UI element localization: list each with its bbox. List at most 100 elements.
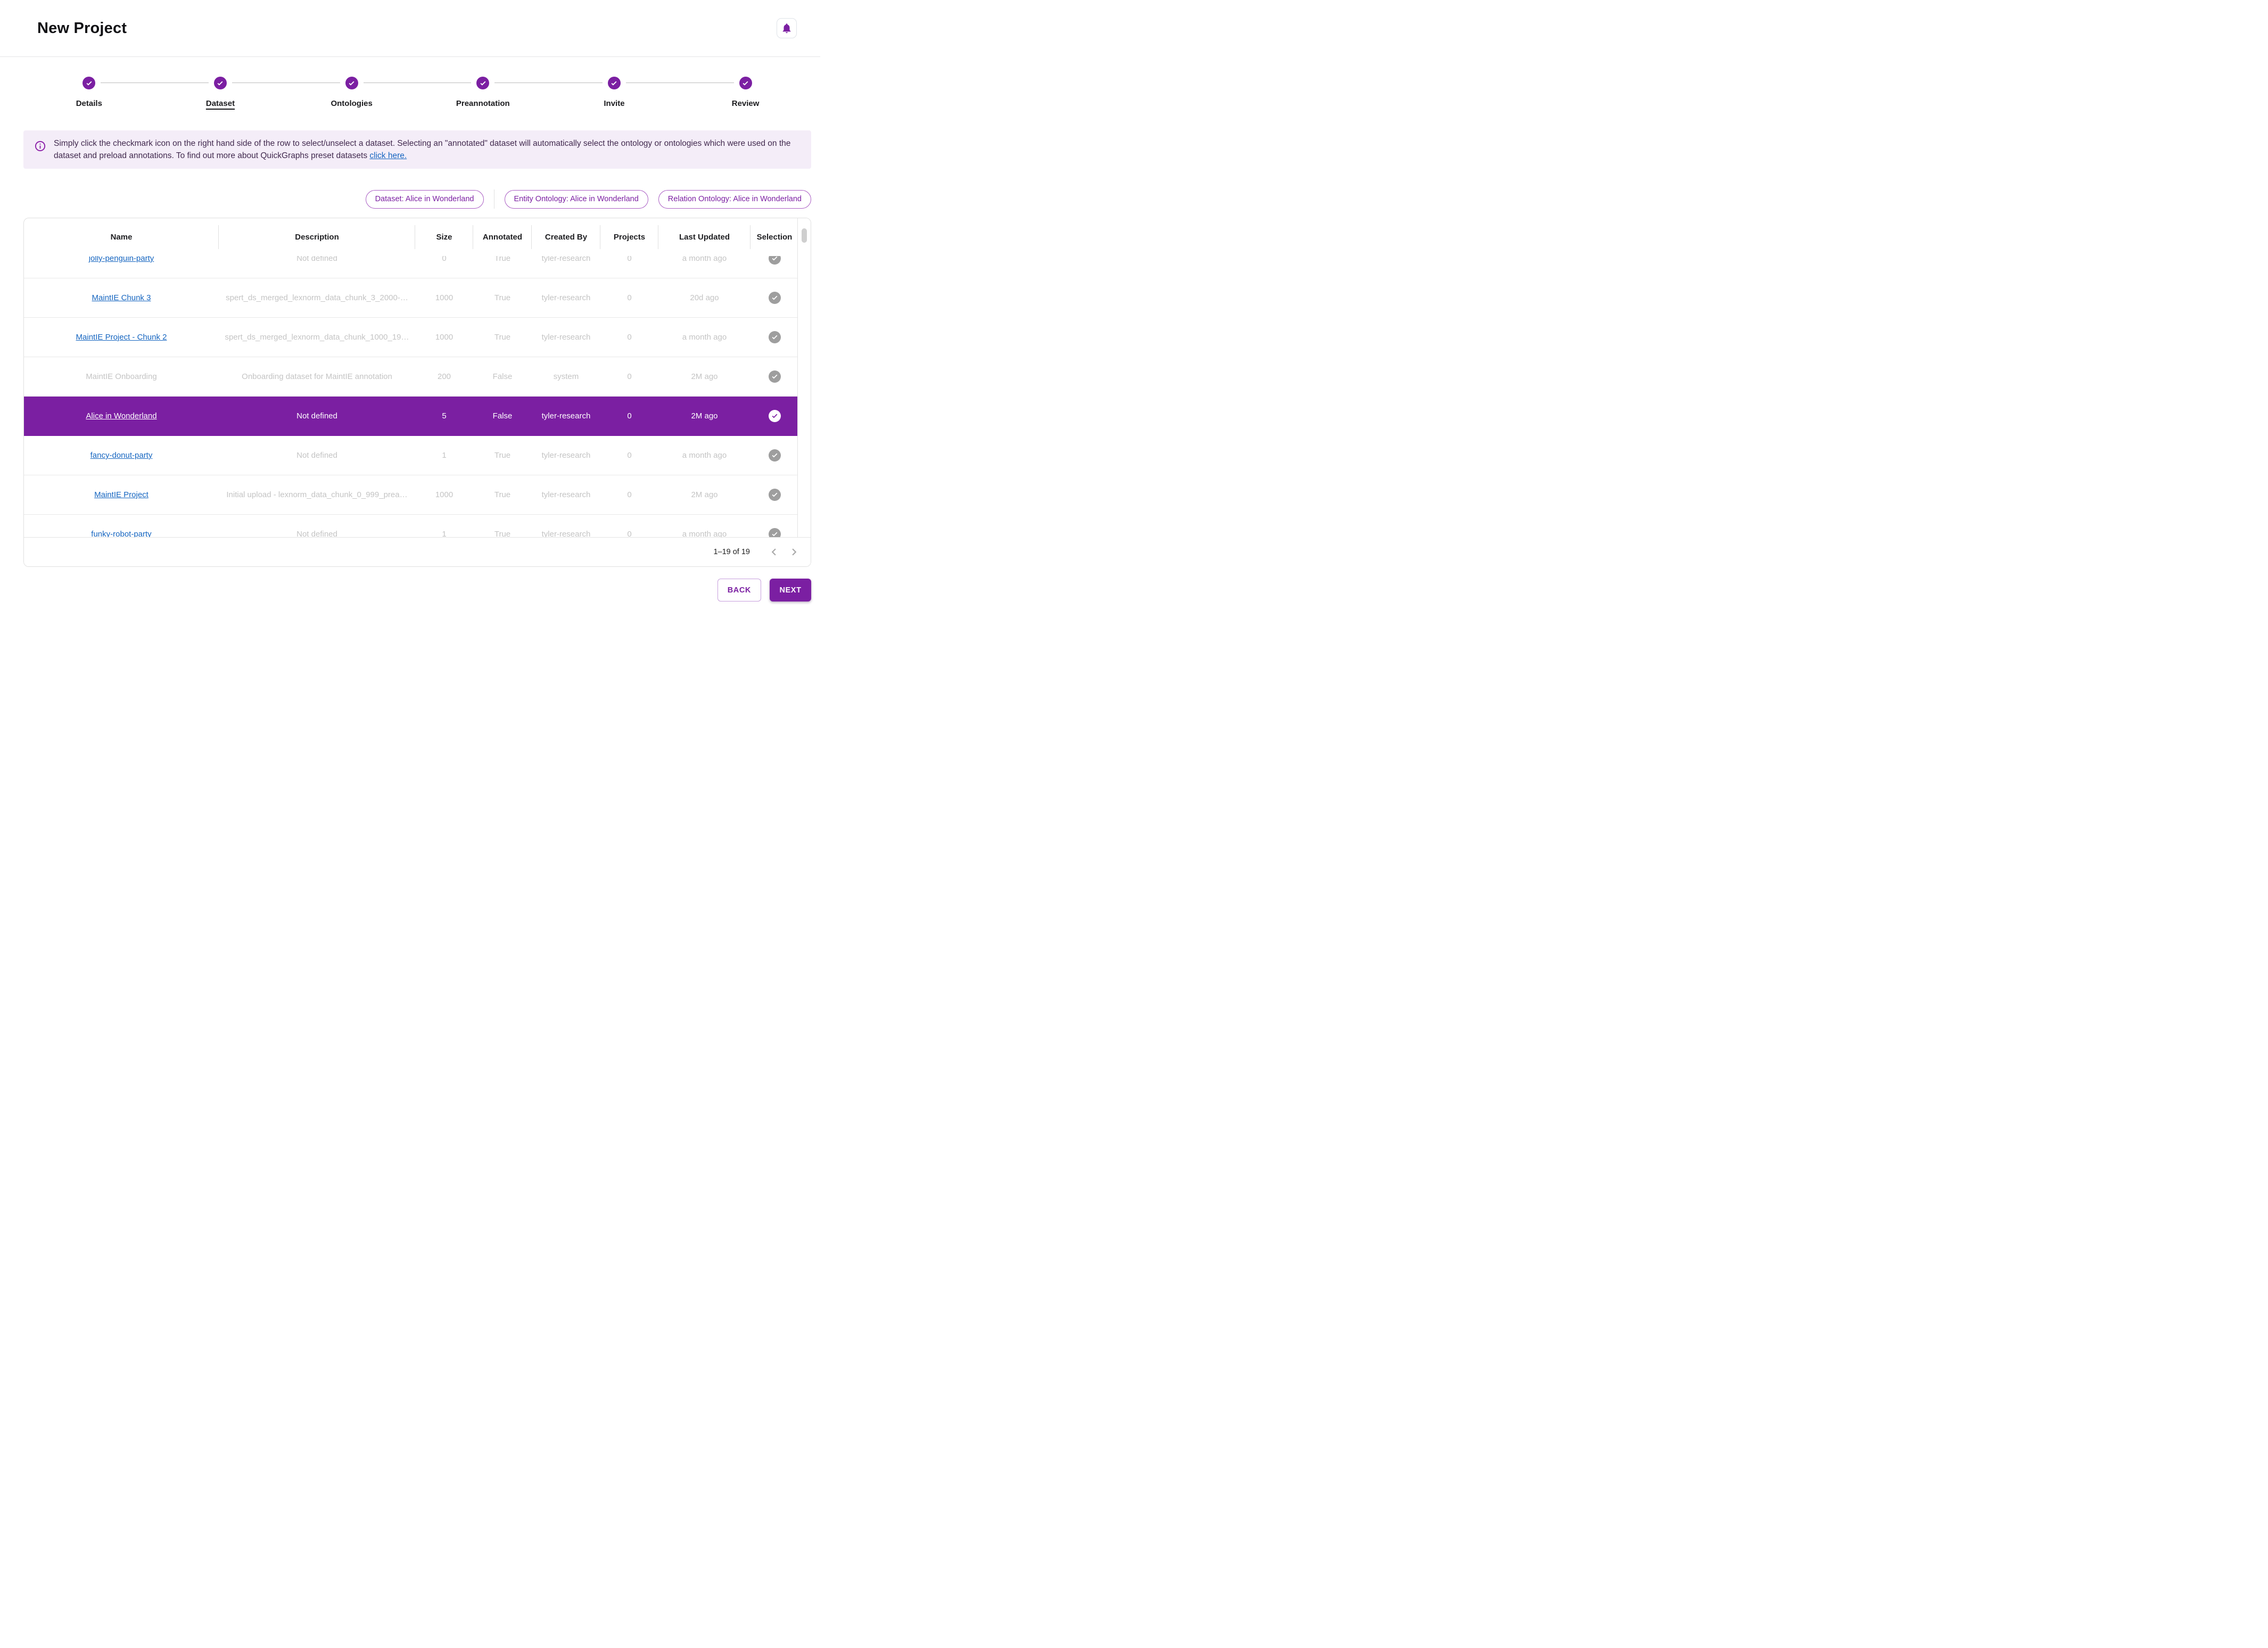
step-label-review[interactable]: Review [731,99,760,108]
cell-selection [750,256,798,265]
info-banner-text: Simply click the checkmark icon on the r… [54,139,791,160]
dataset-link[interactable]: jolly-penguin-party [88,256,154,263]
created-by-text: tyler-research [541,490,591,499]
filter-chip-entity-ontology[interactable]: Entity Ontology: Alice in Wonderland [504,189,648,209]
step-label-ontologies[interactable]: Ontologies [331,99,373,108]
cell-name: fancy-donut-party [24,451,219,460]
annotated-text: True [494,293,511,302]
cell-projects: 0 [600,530,658,537]
dataset-link[interactable]: fancy-donut-party [90,451,153,460]
cell-name: jolly-penguin-party [24,256,219,263]
back-button[interactable]: BACK [717,579,761,601]
description-text: Not defined [296,411,337,421]
step-check-icon [476,77,490,89]
step-check-icon [213,77,227,89]
cell-name: funky-robot-party [24,530,219,537]
selection-checkmark-icon[interactable] [768,410,781,422]
annotated-text: True [494,451,511,460]
filter-chip-relation-ontology[interactable]: Relation Ontology: Alice in Wonderland [658,189,811,209]
step-review: Review [680,77,811,109]
size-text: 200 [437,372,451,381]
cell-annotated: True [473,490,532,499]
step-label-invite[interactable]: Invite [604,99,625,108]
cell-projects: 0 [600,411,658,421]
cell-selection [750,331,798,343]
size-text: 1 [442,451,447,460]
selection-checkmark-icon[interactable] [768,489,781,501]
description-text: Not defined [296,256,337,263]
chevron-right-icon [787,545,801,559]
cell-last-updated: 2M ago [658,490,750,499]
cell-annotated: False [473,372,532,381]
scrollbar-thumb[interactable] [802,228,807,243]
cell-projects: 0 [600,490,658,499]
cell-created-by: tyler-research [532,256,600,263]
projects-text: 0 [627,451,632,460]
table-header-row: Name Description Size Annotated Created By Pr… [24,218,811,256]
created-by-text: tyler-research [541,411,591,421]
table-pagination: 1–19 of 19 [24,537,811,566]
step-label-preannotation[interactable]: Preannotation [456,99,510,108]
cell-name: MaintIE Project [24,490,219,499]
cell-size: 5 [415,411,473,421]
last-updated-text: a month ago [682,333,727,342]
cell-description: spert_ds_merged_lexnorm_data_chunk_3_200… [219,293,415,302]
dataset-link[interactable]: Alice in Wonderland [86,411,157,421]
table-body: jolly-penguin-party Not defined 0 True tyler… [24,256,811,537]
filter-chip-dataset[interactable]: Dataset: Alice in Wonderland [365,189,484,209]
click-here-link[interactable]: click here. [369,151,407,160]
pagination-prev-button[interactable] [764,542,784,562]
page-title: New Project [37,19,127,37]
dataset-link[interactable]: funky-robot-party [91,530,152,537]
dataset-link[interactable]: MaintIE Chunk 3 [92,293,151,302]
created-by-text: tyler-research [541,293,591,302]
annotated-text: True [494,256,511,263]
cell-description: Initial upload - lexnorm_data_chunk_0_99… [219,490,415,499]
table-scrollbar[interactable] [797,218,811,566]
cell-name: MaintIE Chunk 3 [24,293,219,302]
step-ontologies: Ontologies [286,77,417,109]
size-text: 1 [442,530,447,537]
column-header-created-by: Created By [532,218,600,256]
projects-text: 0 [627,530,632,537]
projects-text: 0 [627,333,632,342]
step-label-details[interactable]: Details [76,99,102,108]
selection-checkmark-icon[interactable] [768,528,781,537]
selection-checkmark-icon[interactable] [768,331,781,343]
selection-checkmark-icon[interactable] [768,370,781,383]
dataset-link[interactable]: MaintIE Project [94,490,149,499]
pagination-next-button[interactable] [784,542,804,562]
size-text: 1000 [435,490,453,499]
size-text: 1000 [435,293,453,302]
cell-description: Not defined [219,411,415,421]
cell-projects: 0 [600,333,658,342]
cell-created-by: tyler-research [532,333,600,342]
selection-checkmark-icon[interactable] [768,256,781,265]
description-text: spert_ds_merged_lexnorm_data_chunk_1000_… [225,333,409,342]
dataset-link[interactable]: MaintIE Project - Chunk 2 [76,333,167,342]
table-row: fancy-donut-party Not defined 1 True tyler-r… [24,436,811,475]
cell-annotated: True [473,256,532,263]
info-icon [34,140,46,152]
projects-text: 0 [627,411,632,421]
table-row: Alice in Wonderland Not defined 5 False tyle… [24,397,811,436]
cell-projects: 0 [600,293,658,302]
cell-created-by: tyler-research [532,293,600,302]
created-by-text: tyler-research [541,451,591,460]
cell-annotated: True [473,530,532,537]
cell-description: Not defined [219,451,415,460]
table-body-viewport: jolly-penguin-party Not defined 0 True tyler… [24,256,811,537]
next-button[interactable]: NEXT [770,579,811,601]
stepper: Details Dataset Ontologies Preannotation Inv… [23,57,811,109]
projects-text: 0 [627,490,632,499]
cell-created-by: tyler-research [532,530,600,537]
notifications-button[interactable] [777,18,797,38]
size-text: 1000 [435,333,453,342]
last-updated-text: a month ago [682,530,727,537]
step-check-icon [83,77,96,89]
selection-checkmark-icon[interactable] [768,449,781,462]
column-header-annotated: Annotated [473,218,532,256]
step-check-icon [345,77,358,89]
selection-checkmark-icon[interactable] [768,292,781,304]
step-label-dataset[interactable]: Dataset [205,99,235,108]
